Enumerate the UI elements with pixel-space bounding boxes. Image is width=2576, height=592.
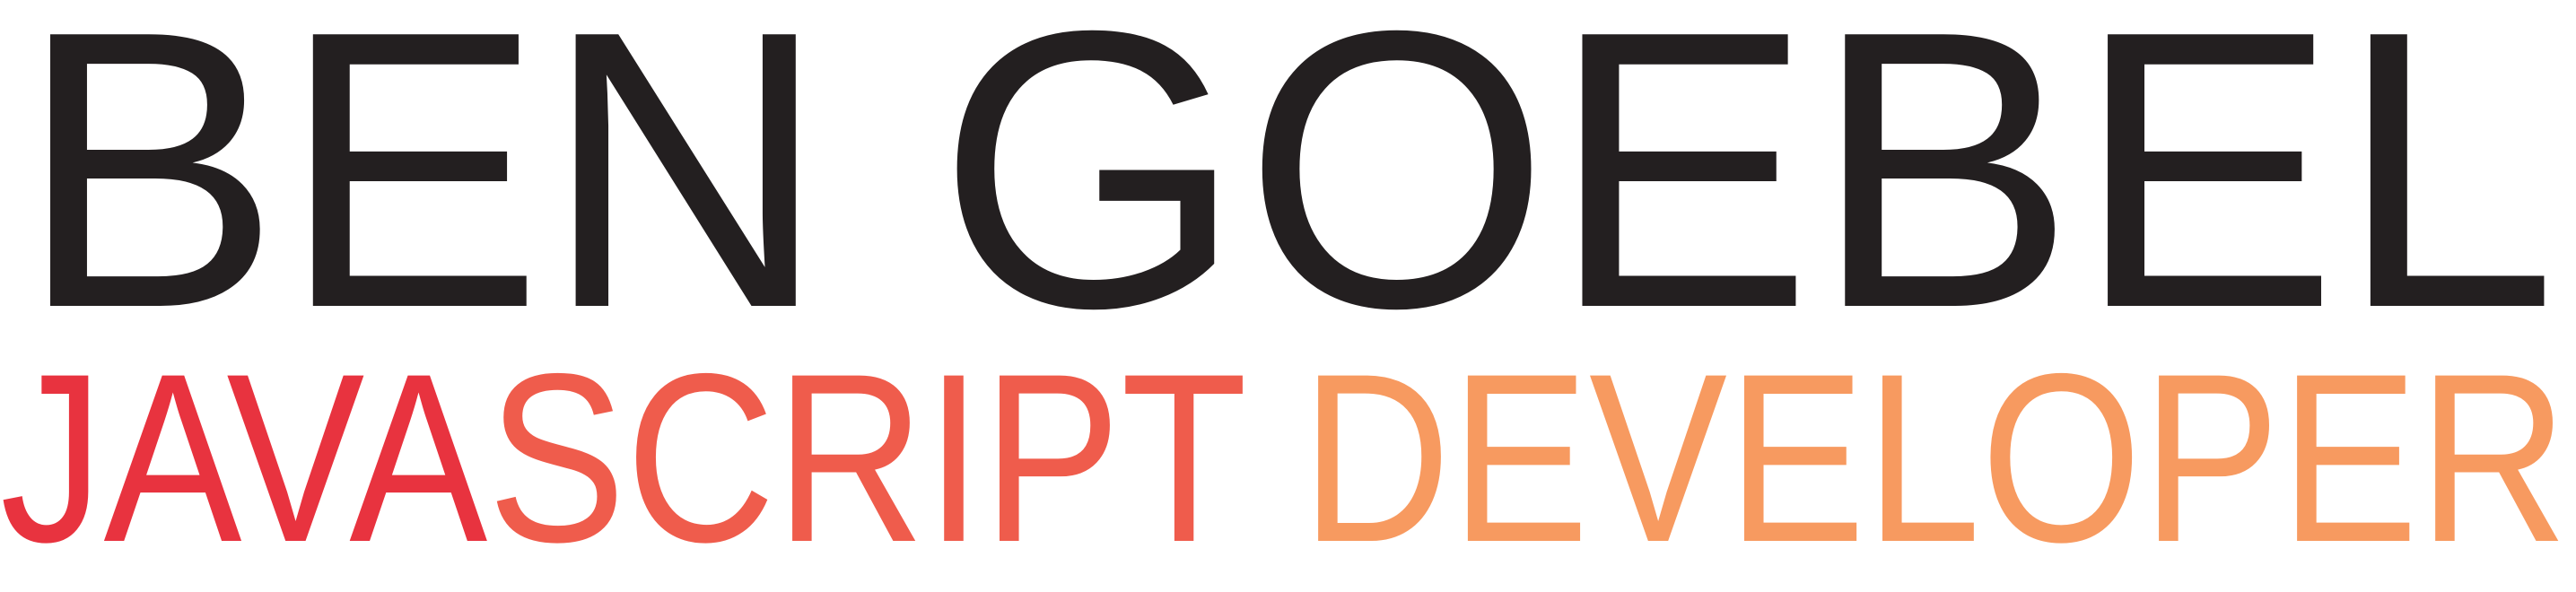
tagline: JAVASCRIPT DEVELOPER: [0, 348, 2571, 567]
tagline-developer: DEVELOPER: [1301, 323, 2568, 592]
name-wordmark: BEN GOEBEL: [18, 0, 2575, 341]
tagline-text: JAVASCRIPT DEVELOPER: [0, 337, 2568, 578]
tagline-script: SCRIPT: [487, 323, 1244, 592]
tagline-java: JAVA: [0, 323, 487, 592]
name-text: BEN GOEBEL: [18, 0, 2557, 368]
logo: BEN GOEBEL JAVASCRIPT DEVELOPER: [0, 0, 2576, 567]
